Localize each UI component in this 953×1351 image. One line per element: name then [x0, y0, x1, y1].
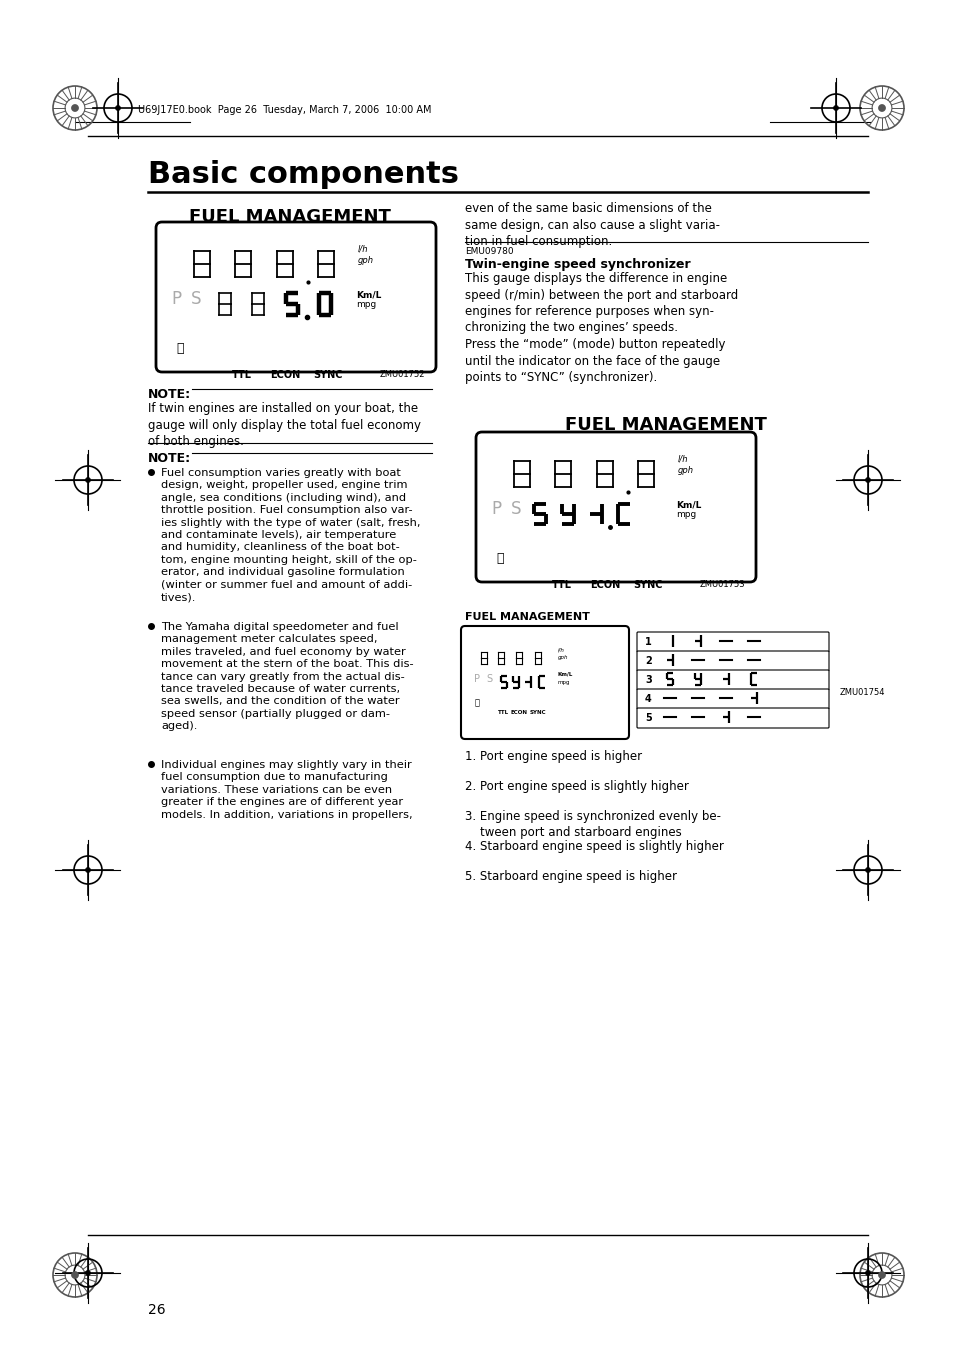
FancyBboxPatch shape	[156, 222, 436, 372]
Circle shape	[86, 867, 91, 873]
Text: 1: 1	[644, 638, 651, 647]
Polygon shape	[280, 343, 290, 353]
Text: NOTE:: NOTE:	[148, 453, 191, 465]
Text: FUEL MANAGEMENT: FUEL MANAGEMENT	[189, 208, 391, 226]
Text: ZMU01754: ZMU01754	[840, 688, 884, 697]
Circle shape	[864, 1270, 869, 1275]
Text: Km/L: Km/L	[355, 290, 381, 299]
Text: ECON: ECON	[270, 370, 300, 380]
Text: gph: gph	[357, 255, 374, 265]
Polygon shape	[599, 554, 609, 562]
FancyBboxPatch shape	[637, 708, 828, 728]
Text: SYNC: SYNC	[633, 580, 662, 590]
Text: SYNC: SYNC	[313, 370, 342, 380]
Text: S: S	[485, 674, 492, 684]
Text: U69J17E0.book  Page 26  Tuesday, March 7, 2006  10:00 AM: U69J17E0.book Page 26 Tuesday, March 7, …	[138, 105, 431, 115]
Text: mpg: mpg	[558, 680, 570, 685]
Circle shape	[86, 477, 91, 482]
Text: ⛽: ⛽	[176, 342, 184, 355]
FancyBboxPatch shape	[637, 632, 828, 653]
Polygon shape	[557, 554, 566, 562]
Text: 4: 4	[644, 694, 651, 704]
Text: 5. Starboard engine speed is higher: 5. Starboard engine speed is higher	[464, 870, 677, 884]
Text: EMU09780: EMU09780	[464, 247, 513, 255]
Text: Fuel consumption varies greatly with boat
design, weight, propeller used, engine: Fuel consumption varies greatly with boa…	[161, 467, 420, 603]
Text: SYNC: SYNC	[529, 711, 546, 715]
Polygon shape	[642, 554, 652, 562]
FancyBboxPatch shape	[637, 651, 828, 671]
Text: TTL: TTL	[497, 711, 509, 715]
Text: P: P	[171, 290, 181, 308]
Text: FUEL MANAGEMENT: FUEL MANAGEMENT	[464, 612, 589, 621]
Text: Individual engines may slightly vary in their
fuel consumption due to manufactur: Individual engines may slightly vary in …	[161, 761, 413, 820]
Text: ⛽: ⛽	[474, 698, 479, 707]
Text: 26: 26	[148, 1302, 166, 1317]
Text: P: P	[474, 674, 479, 684]
Text: Twin-engine speed synchronizer: Twin-engine speed synchronizer	[464, 258, 690, 272]
Text: l/h: l/h	[558, 647, 564, 653]
Circle shape	[86, 1270, 91, 1275]
Text: 2: 2	[644, 657, 651, 666]
Text: This gauge displays the difference in engine
speed (r/min) between the port and : This gauge displays the difference in en…	[464, 272, 738, 384]
Circle shape	[878, 1271, 884, 1278]
Text: The Yamaha digital speedometer and fuel
management meter calculates speed,
miles: The Yamaha digital speedometer and fuel …	[161, 621, 414, 731]
FancyBboxPatch shape	[637, 670, 828, 690]
Polygon shape	[237, 343, 247, 353]
Text: l/h: l/h	[678, 454, 688, 463]
Text: ZMU01752: ZMU01752	[379, 370, 425, 380]
Circle shape	[71, 104, 78, 112]
Circle shape	[115, 105, 120, 111]
Text: mpg: mpg	[355, 300, 375, 309]
Text: ⛽: ⛽	[496, 553, 503, 565]
Text: mpg: mpg	[676, 509, 696, 519]
Text: If twin engines are installed on your boat, the
gauge will only display the tota: If twin engines are installed on your bo…	[148, 403, 420, 449]
Polygon shape	[535, 703, 540, 708]
Text: FUEL MANAGEMENT: FUEL MANAGEMENT	[564, 416, 766, 434]
Text: 5: 5	[644, 713, 651, 723]
Text: gph: gph	[678, 466, 693, 476]
Text: S: S	[191, 290, 201, 308]
FancyBboxPatch shape	[476, 432, 755, 582]
Text: S: S	[510, 500, 520, 517]
Text: even of the same basic dimensions of the
same design, can also cause a slight va: even of the same basic dimensions of the…	[464, 203, 720, 249]
Circle shape	[864, 477, 869, 482]
Text: 3: 3	[644, 676, 651, 685]
Text: l/h: l/h	[357, 245, 368, 253]
Text: 4. Starboard engine speed is slightly higher: 4. Starboard engine speed is slightly hi…	[464, 840, 723, 852]
Text: Basic components: Basic components	[148, 159, 458, 189]
Text: 3. Engine speed is synchronized evenly be-
    tween port and starboard engines: 3. Engine speed is synchronized evenly b…	[464, 811, 720, 839]
Polygon shape	[323, 343, 333, 353]
Text: 1. Port engine speed is higher: 1. Port engine speed is higher	[464, 750, 641, 763]
Circle shape	[878, 104, 884, 112]
Circle shape	[864, 867, 869, 873]
Text: TTL: TTL	[232, 370, 252, 380]
Text: ECON: ECON	[589, 580, 619, 590]
Text: Km/L: Km/L	[676, 500, 700, 509]
FancyBboxPatch shape	[637, 689, 828, 709]
Text: NOTE:: NOTE:	[148, 388, 191, 401]
Text: 2. Port engine speed is slightly higher: 2. Port engine speed is slightly higher	[464, 780, 688, 793]
Polygon shape	[516, 703, 521, 708]
Text: TTL: TTL	[552, 580, 572, 590]
Text: ECON: ECON	[510, 711, 527, 715]
Polygon shape	[500, 703, 507, 708]
Text: Km/L: Km/L	[558, 671, 573, 677]
Text: P: P	[491, 500, 500, 517]
Text: ZMU01753: ZMU01753	[700, 580, 745, 589]
FancyBboxPatch shape	[460, 626, 628, 739]
Circle shape	[71, 1271, 78, 1278]
Text: gph: gph	[558, 655, 568, 661]
Circle shape	[833, 105, 838, 111]
